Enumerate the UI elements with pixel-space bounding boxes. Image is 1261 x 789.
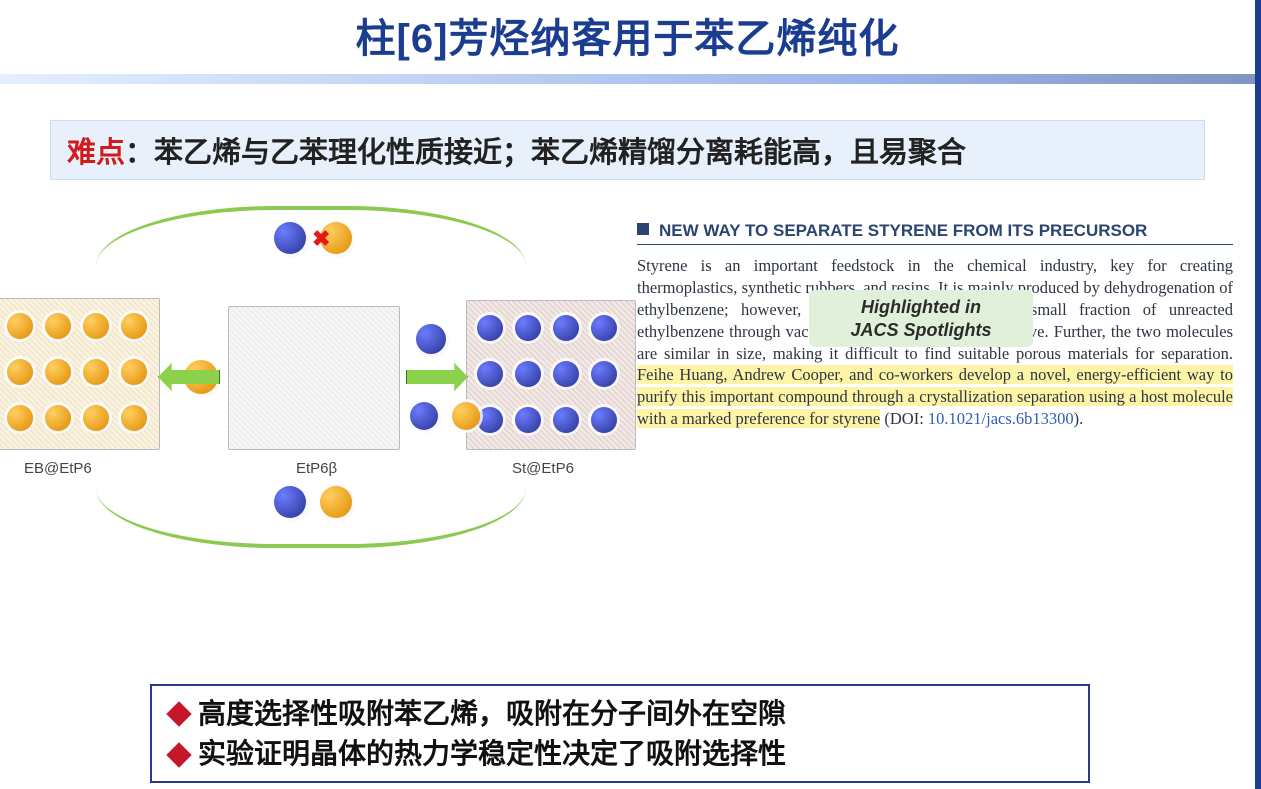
excerpt-heading-text: NEW WAY TO SEPARATE STYRENE FROM ITS PRE…	[659, 220, 1147, 242]
title-part-bracket: [6]	[397, 17, 449, 61]
spotlight-line2: JACS Spotlights	[819, 319, 1023, 342]
doi-suffix: ).	[1074, 409, 1084, 428]
difficulty-text: ：苯乙烯与乙苯理化性质接近；苯乙烯精馏分离耗能高，且易聚合	[125, 137, 966, 169]
conclusion-line-2: 实验证明晶体的热力学稳定性决定了吸附选择性	[170, 734, 1070, 775]
article-excerpt: NEW WAY TO SEPARATE STYRENE FROM ITS PRE…	[637, 220, 1245, 536]
arrow-right-icon	[406, 363, 468, 391]
diamond-bullet-icon	[166, 701, 191, 726]
title-divider	[0, 74, 1255, 84]
styrene-guest-icon	[515, 407, 541, 433]
ethylbenzene-guest-icon	[121, 313, 147, 339]
square-bullet-icon	[637, 223, 649, 235]
ethylbenzene-guest-icon	[7, 405, 33, 431]
styrene-guest-icon	[553, 361, 579, 387]
label-etp6beta: EtP6β	[296, 460, 337, 477]
slide-title: 柱[6]芳烃纳客用于苯乙烯纯化	[0, 0, 1255, 74]
styrene-molecule-icon	[410, 402, 438, 430]
styrene-guest-icon	[515, 315, 541, 341]
ethylbenzene-guest-icon	[45, 313, 71, 339]
diamond-bullet-icon	[166, 742, 191, 767]
excerpt-heading: NEW WAY TO SEPARATE STYRENE FROM ITS PRE…	[637, 220, 1233, 245]
spotlight-line1: Highlighted in	[819, 296, 1023, 319]
crystal-eb-etp6	[0, 298, 160, 450]
ethylbenzene-guest-icon	[45, 359, 71, 385]
difficulty-label: 难点	[67, 137, 125, 169]
rejection-x-icon: ✖	[312, 226, 330, 252]
styrene-guest-icon	[591, 361, 617, 387]
styrene-guest-icon	[515, 361, 541, 387]
ethylbenzene-guest-icon	[121, 359, 147, 385]
ethylbenzene-molecule-icon	[320, 486, 352, 518]
styrene-guest-icon	[477, 361, 503, 387]
ethylbenzene-guest-icon	[45, 405, 71, 431]
doi-prefix: (DOI:	[880, 409, 928, 428]
styrene-molecule-icon	[274, 486, 306, 518]
styrene-guest-icon	[477, 315, 503, 341]
difficulty-bar: 难点：苯乙烯与乙苯理化性质接近；苯乙烯精馏分离耗能高，且易聚合	[50, 120, 1205, 180]
ethylbenzene-guest-icon	[7, 313, 33, 339]
conclusion-text-2: 实验证明晶体的热力学稳定性决定了吸附选择性	[198, 734, 786, 775]
conclusions-box: 高度选择性吸附苯乙烯，吸附在分子间外在空隙 实验证明晶体的热力学稳定性决定了吸附…	[150, 684, 1090, 783]
crystal-st-etp6	[466, 300, 636, 450]
conclusion-line-1: 高度选择性吸附苯乙烯，吸附在分子间外在空隙	[170, 694, 1070, 735]
mixture-pair-bottom	[274, 486, 352, 518]
styrene-molecule-icon	[416, 324, 446, 354]
label-eb-etp6: EB@EtP6	[24, 460, 92, 477]
label-st-etp6: St@EtP6	[512, 460, 574, 477]
conclusion-text-1: 高度选择性吸附苯乙烯，吸附在分子间外在空隙	[198, 694, 786, 735]
mixture-pair-right	[410, 402, 480, 430]
ethylbenzene-guest-icon	[83, 405, 109, 431]
styrene-guest-icon	[591, 407, 617, 433]
reaction-schematic: ✖ EB@EtP6 EtP6β St@EtP6	[0, 220, 625, 536]
styrene-guest-icon	[553, 407, 579, 433]
crystal-etp6beta	[228, 306, 400, 450]
styrene-molecule-icon	[274, 222, 306, 254]
ethylbenzene-guest-icon	[83, 359, 109, 385]
doi-link[interactable]: 10.1021/jacs.6b13300	[928, 409, 1074, 428]
ethylbenzene-guest-icon	[83, 313, 109, 339]
ethylbenzene-molecule-icon	[452, 402, 480, 430]
styrene-guest-icon	[553, 315, 579, 341]
styrene-guest-icon	[477, 407, 503, 433]
styrene-guest-icon	[591, 315, 617, 341]
ethylbenzene-guest-icon	[121, 405, 147, 431]
title-part-3: 芳烃纳客用于苯乙烯纯化	[448, 17, 899, 61]
ethylbenzene-guest-icon	[7, 359, 33, 385]
spotlight-badge: Highlighted in JACS Spotlights	[809, 290, 1033, 347]
title-part-1: 柱	[356, 17, 397, 61]
